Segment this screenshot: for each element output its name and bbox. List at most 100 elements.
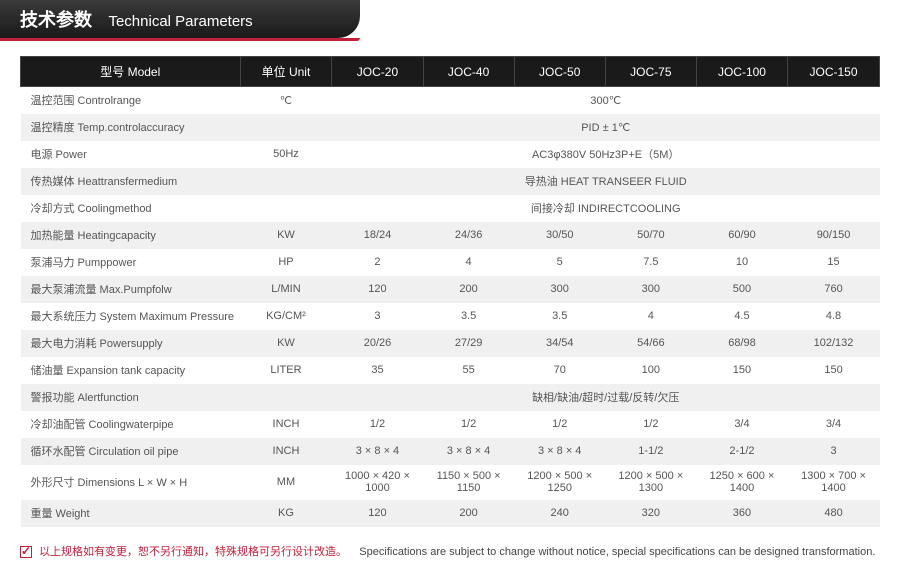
table-row: 温控范围 Controlrange℃300℃ [21, 87, 880, 114]
table-row: 泵浦马力 PumppowerHP2457.51015 [21, 249, 880, 276]
row-value-span: PID ± 1℃ [332, 114, 880, 141]
row-value: 200 [423, 276, 514, 303]
row-unit: 50Hz [240, 141, 332, 168]
table-column-header: JOC-150 [788, 57, 880, 87]
row-value: 1300 × 700 × 1400 [788, 465, 880, 500]
footer-note: 以上规格如有变更，恕不另行通知，特殊规格可另行设计改造。 Specificati… [0, 535, 900, 571]
row-value: 3 [332, 303, 423, 330]
row-unit: INCH [240, 438, 332, 465]
table-row: 冷却油配管 CoolingwaterpipeINCH1/21/21/21/23/… [21, 411, 880, 438]
footer-text-en: Specifications are subject to change wit… [359, 546, 875, 558]
row-label: 温控范围 Controlrange [21, 87, 241, 114]
row-value: 1200 × 500 × 1250 [514, 465, 605, 500]
row-value: 68/98 [696, 330, 787, 357]
row-unit: MM [240, 465, 332, 500]
row-value: 20/26 [332, 330, 423, 357]
row-value: 4 [423, 249, 514, 276]
row-value: 150 [788, 357, 880, 384]
row-unit [240, 384, 332, 411]
row-value: 120 [332, 500, 423, 527]
section-header: 技术参数 Technical Parameters [0, 0, 360, 38]
row-label: 循环水配管 Circulation oil pipe [21, 438, 241, 465]
row-label: 加热能量 Heatingcapacity [21, 222, 241, 249]
table-column-header: JOC-75 [605, 57, 696, 87]
header-title-en: Technical Parameters [108, 13, 252, 30]
row-label: 警报功能 Alertfunction [21, 384, 241, 411]
row-value: 27/29 [423, 330, 514, 357]
row-unit: KG/CM² [240, 303, 332, 330]
row-value: 34/54 [514, 330, 605, 357]
table-row: 警报功能 Alertfunction 缺相/缺油/超时/过载/反转/欠压 [21, 384, 880, 411]
table-column-header: 单位 Unit [240, 57, 332, 87]
parameters-table: 型号 Model单位 UnitJOC-20JOC-40JOC-50JOC-75J… [20, 56, 880, 527]
table-row: 传热媒体 Heattransfermedium 导热油 HEAT TRANSEER… [21, 168, 880, 195]
row-value: 300 [514, 276, 605, 303]
row-value: 1/2 [605, 411, 696, 438]
table-row: 最大系统压力 System Maximum PressureKG/CM²33.5… [21, 303, 880, 330]
row-value: 90/150 [788, 222, 880, 249]
row-value: 102/132 [788, 330, 880, 357]
table-row: 最大泵浦流量 Max.PumpfolwL/MIN1202003003005007… [21, 276, 880, 303]
row-unit [240, 114, 332, 141]
row-value: 1/2 [332, 411, 423, 438]
row-value: 3/4 [696, 411, 787, 438]
table-row: 冷却方式 Coolingmethod 间接冷却 INDIRECTCOOLING [21, 195, 880, 222]
table-row: 循环水配管 Circulation oil pipeINCH3 × 8 × 43… [21, 438, 880, 465]
row-value: 3.5 [423, 303, 514, 330]
row-value-span: 间接冷却 INDIRECTCOOLING [332, 195, 880, 222]
row-value: 50/70 [605, 222, 696, 249]
row-label: 传热媒体 Heattransfermedium [21, 168, 241, 195]
table-row: 电源 Power50HzAC3φ380V 50Hz3P+E（5M） [21, 141, 880, 168]
header-title-cn: 技术参数 [20, 10, 92, 30]
row-value: 3 × 8 × 4 [423, 438, 514, 465]
row-value: 3.5 [514, 303, 605, 330]
row-value: 54/66 [605, 330, 696, 357]
row-value: 320 [605, 500, 696, 527]
row-value: 7.5 [605, 249, 696, 276]
table-row: 温控精度 Temp.controlaccuracy PID ± 1℃ [21, 114, 880, 141]
row-value-span: 导热油 HEAT TRANSEER FLUID [332, 168, 880, 195]
row-value: 2 [332, 249, 423, 276]
row-unit: KW [240, 222, 332, 249]
row-value: 500 [696, 276, 787, 303]
row-value: 55 [423, 357, 514, 384]
table-body: 温控范围 Controlrange℃300℃温控精度 Temp.controla… [21, 87, 880, 527]
row-label: 冷却油配管 Coolingwaterpipe [21, 411, 241, 438]
table-row: 重量 WeightKG120200240320360480 [21, 500, 880, 527]
row-label: 冷却方式 Coolingmethod [21, 195, 241, 222]
row-value: 70 [514, 357, 605, 384]
row-value: 1250 × 600 × 1400 [696, 465, 787, 500]
row-value: 3 [788, 438, 880, 465]
row-value-span: AC3φ380V 50Hz3P+E（5M） [332, 141, 880, 168]
row-value-span: 缺相/缺油/超时/过载/反转/欠压 [332, 384, 880, 411]
row-unit: KW [240, 330, 332, 357]
row-label: 重量 Weight [21, 500, 241, 527]
row-label: 电源 Power [21, 141, 241, 168]
row-value: 3/4 [788, 411, 880, 438]
table-header-row: 型号 Model单位 UnitJOC-20JOC-40JOC-50JOC-75J… [21, 57, 880, 87]
row-value: 1/2 [423, 411, 514, 438]
row-unit: LITER [240, 357, 332, 384]
row-label: 温控精度 Temp.controlaccuracy [21, 114, 241, 141]
table-column-header: JOC-20 [332, 57, 423, 87]
row-value: 240 [514, 500, 605, 527]
row-label: 最大系统压力 System Maximum Pressure [21, 303, 241, 330]
row-value: 3 × 8 × 4 [514, 438, 605, 465]
row-unit [240, 195, 332, 222]
check-icon [20, 546, 32, 558]
table-column-header: JOC-50 [514, 57, 605, 87]
row-value: 4.8 [788, 303, 880, 330]
row-unit: ℃ [240, 87, 332, 114]
row-value: 150 [696, 357, 787, 384]
row-value: 2-1/2 [696, 438, 787, 465]
table-column-header: 型号 Model [21, 57, 241, 87]
table-column-header: JOC-100 [696, 57, 787, 87]
row-value: 200 [423, 500, 514, 527]
row-unit: INCH [240, 411, 332, 438]
row-value: 480 [788, 500, 880, 527]
row-label: 最大泵浦流量 Max.Pumpfolw [21, 276, 241, 303]
row-label: 储油量 Expansion tank capacity [21, 357, 241, 384]
row-value: 24/36 [423, 222, 514, 249]
row-value: 1/2 [514, 411, 605, 438]
row-value: 3 × 8 × 4 [332, 438, 423, 465]
